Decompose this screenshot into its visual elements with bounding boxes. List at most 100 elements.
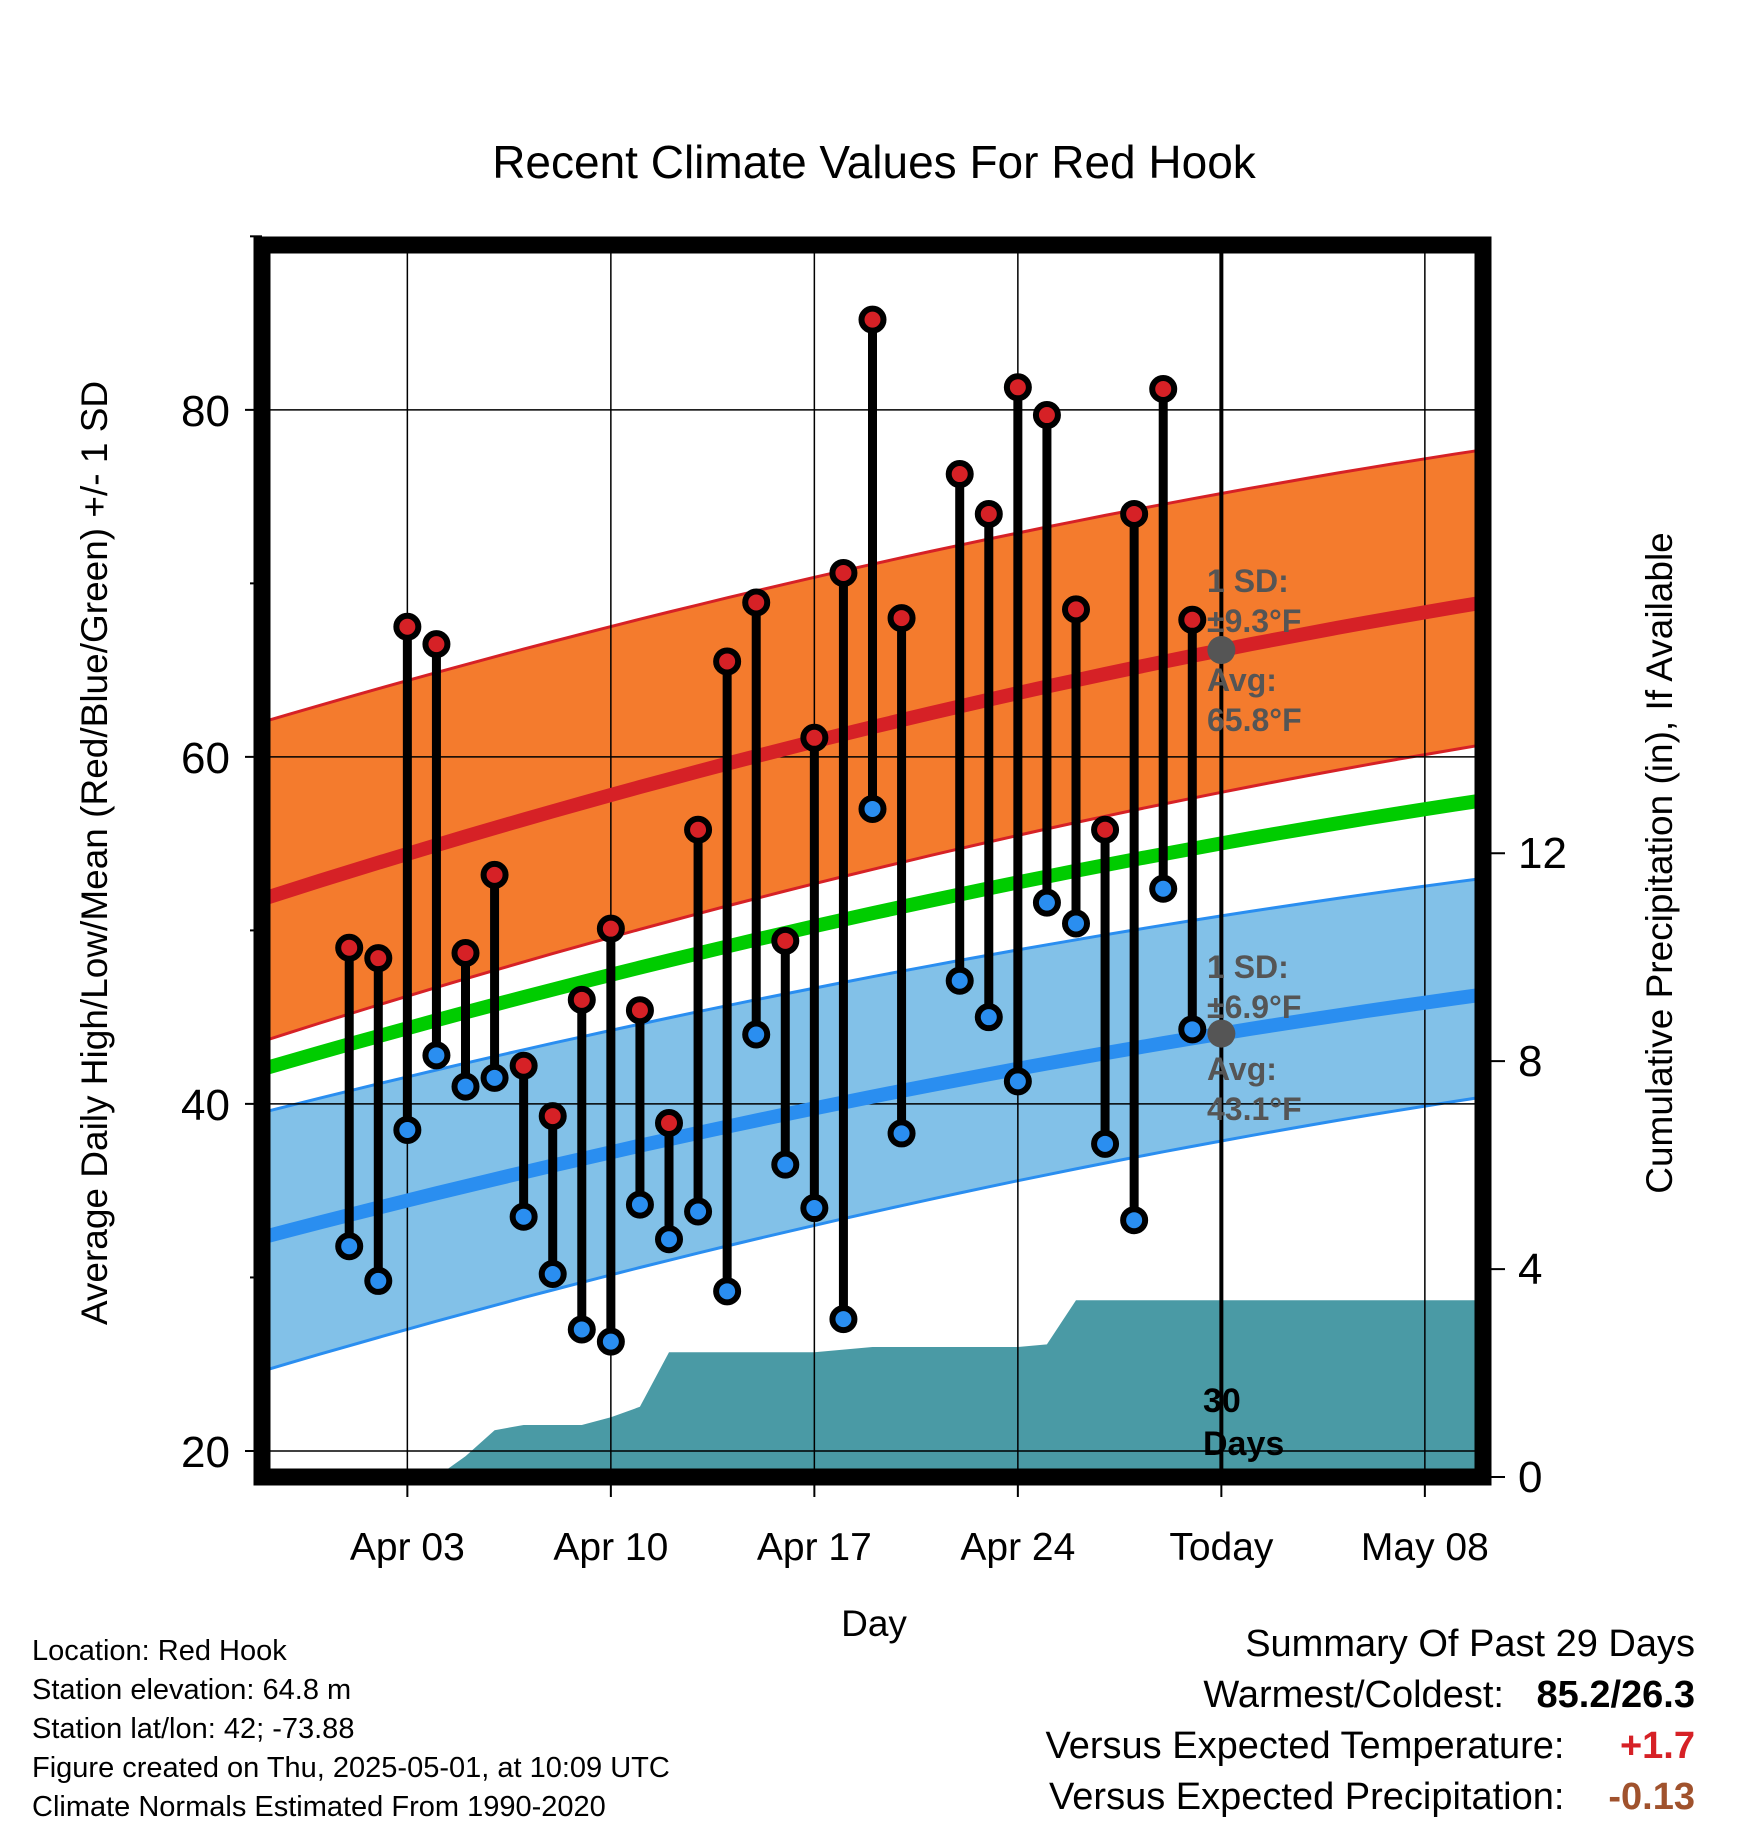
precip-vs-expected-label: Versus Expected Precipitation:	[1049, 1776, 1565, 1818]
x-tick-label: Apr 17	[757, 1526, 872, 1569]
daily-low-point	[1062, 909, 1090, 938]
daily-low-point	[538, 1259, 567, 1288]
daily-low-point	[713, 1277, 742, 1306]
x-tick-label: May 08	[1361, 1526, 1489, 1569]
y-tick-label: 80	[181, 387, 230, 436]
daily-high-point	[625, 996, 654, 1025]
daily-high-point	[887, 604, 916, 633]
plot-area: 1 SD: ±9.3°F Avg: 65.8°F 1 SD: ±6.9°F Avg: 43.1…	[181, 235, 1567, 1569]
daily-high-point	[480, 860, 509, 889]
high-avg-annotation-title: Avg:	[1207, 662, 1277, 698]
plot-frame	[253, 236, 1492, 1486]
precip-area	[262, 1300, 1483, 1477]
today-high-avg-marker	[1207, 636, 1236, 665]
low-avg-annotation-title: Avg:	[1207, 1051, 1277, 1087]
low-avg-line	[260, 987, 1484, 1245]
high-sd-annotation-value: ±9.3°F	[1207, 603, 1301, 639]
daily-low-point	[567, 1315, 596, 1344]
daily-low-point	[800, 1194, 829, 1223]
x-tick-label: Apr 24	[960, 1526, 1075, 1569]
daily-low-point	[480, 1063, 509, 1092]
precip-vs-expected-value: -0.13	[1608, 1776, 1695, 1818]
daily-low-point	[887, 1119, 916, 1148]
x-tick-label: Apr 10	[553, 1526, 668, 1569]
y-tick-label: 40	[181, 1081, 230, 1130]
daily-low-point	[596, 1327, 625, 1356]
daily-high-point	[742, 588, 771, 617]
footer-elevation: Station elevation: 64.8 m	[32, 1674, 352, 1706]
low-sd-annotation-title: 1 SD:	[1207, 949, 1289, 985]
daily-low-point	[974, 1003, 1003, 1032]
today-low-avg-marker	[1207, 1019, 1236, 1048]
daily-low-point	[335, 1232, 364, 1261]
y2-tick-label: 12	[1518, 829, 1567, 878]
summary-title: Summary Of Past 29 Days	[1245, 1623, 1695, 1665]
footer-created: Figure created on Thu, 2025-05-01, at 10…	[32, 1752, 670, 1784]
daily-high-point	[451, 938, 480, 967]
footer-location: Location: Red Hook	[32, 1635, 287, 1667]
high-sd-annotation-title: 1 SD:	[1207, 563, 1289, 599]
y2-tick-label: 0	[1518, 1453, 1542, 1502]
daily-high-point	[713, 647, 742, 676]
daily-low-point	[742, 1020, 771, 1049]
daily-high-point	[1120, 499, 1149, 528]
daily-high-point	[393, 612, 422, 641]
daily-low-point	[1091, 1129, 1120, 1158]
daily-low-point	[625, 1190, 654, 1219]
footer-normals: Climate Normals Estimated From 1990-2020	[32, 1791, 606, 1823]
daily-low-point	[364, 1266, 393, 1295]
y-tick-label: 60	[181, 734, 230, 783]
y-axis-label: Average Daily High/Low/Mean (Red/Blue/Gr…	[74, 381, 115, 1325]
high-avg-annotation-value: 65.8°F	[1207, 702, 1302, 738]
summary-temperature: Versus Expected Temperature: +1.7	[1046, 1725, 1695, 1768]
daily-low-point	[858, 794, 887, 823]
daily-high-point	[1149, 375, 1178, 404]
daily-low-point	[829, 1305, 858, 1334]
daily-low-point	[451, 1072, 480, 1101]
low-sd-annotation-value: ±6.9°F	[1207, 989, 1301, 1025]
daily-high-point	[771, 926, 800, 955]
daily-high-point	[974, 499, 1003, 528]
x-tick-label: Today	[1169, 1526, 1274, 1569]
daily-high-point	[509, 1051, 538, 1080]
daily-low-point	[1120, 1206, 1149, 1235]
summary-precipitation: Versus Expected Precipitation: -0.13	[1049, 1776, 1695, 1819]
today-window-label: 30	[1203, 1382, 1241, 1420]
chart-title: Recent Climate Values For Red Hook	[492, 136, 1257, 188]
warmest-coldest-label: Warmest/Coldest:	[1203, 1674, 1504, 1716]
daily-low-point	[655, 1225, 683, 1254]
daily-high-point	[1032, 401, 1061, 430]
y-tick-label: 20	[181, 1428, 230, 1477]
daily-high-point	[800, 723, 829, 752]
daily-low-point	[771, 1150, 800, 1179]
daily-low-point	[945, 966, 974, 995]
daily-high-point	[538, 1102, 567, 1131]
temp-vs-expected-label: Versus Expected Temperature:	[1045, 1725, 1565, 1767]
summary-warmest-coldest: Warmest/Coldest: 85.2/26.3	[1203, 1674, 1695, 1717]
daily-low-point	[393, 1115, 422, 1144]
daily-low-point	[1032, 888, 1061, 917]
low-sd-band	[262, 878, 1483, 1372]
temp-vs-expected-value: +1.7	[1619, 1725, 1695, 1767]
daily-low-point	[509, 1202, 538, 1231]
daily-high-point	[945, 460, 974, 489]
daily-high-point	[858, 305, 887, 334]
y2-axis-label: Cumulative Precipitation (in), If Availa…	[1639, 532, 1680, 1194]
daily-high-point	[364, 944, 393, 973]
warmest-coldest-value: 85.2/26.3	[1536, 1674, 1695, 1716]
daily-low-point	[1149, 874, 1178, 903]
daily-high-point	[1091, 815, 1120, 844]
today-window-label: Days	[1203, 1425, 1284, 1463]
x-tick-label: Apr 03	[350, 1526, 465, 1569]
x-axis-label: Day	[841, 1603, 907, 1644]
low-avg-annotation-value: 43.1°F	[1207, 1091, 1302, 1127]
y2-tick-label: 8	[1518, 1037, 1542, 1086]
daily-high-point	[567, 985, 596, 1014]
daily-low-point	[684, 1197, 713, 1226]
y2-tick-label: 4	[1518, 1245, 1542, 1294]
daily-low-point	[422, 1041, 451, 1070]
daily-high-point	[422, 630, 451, 659]
daily-high-point	[829, 558, 858, 587]
daily-high-point	[1178, 605, 1207, 634]
